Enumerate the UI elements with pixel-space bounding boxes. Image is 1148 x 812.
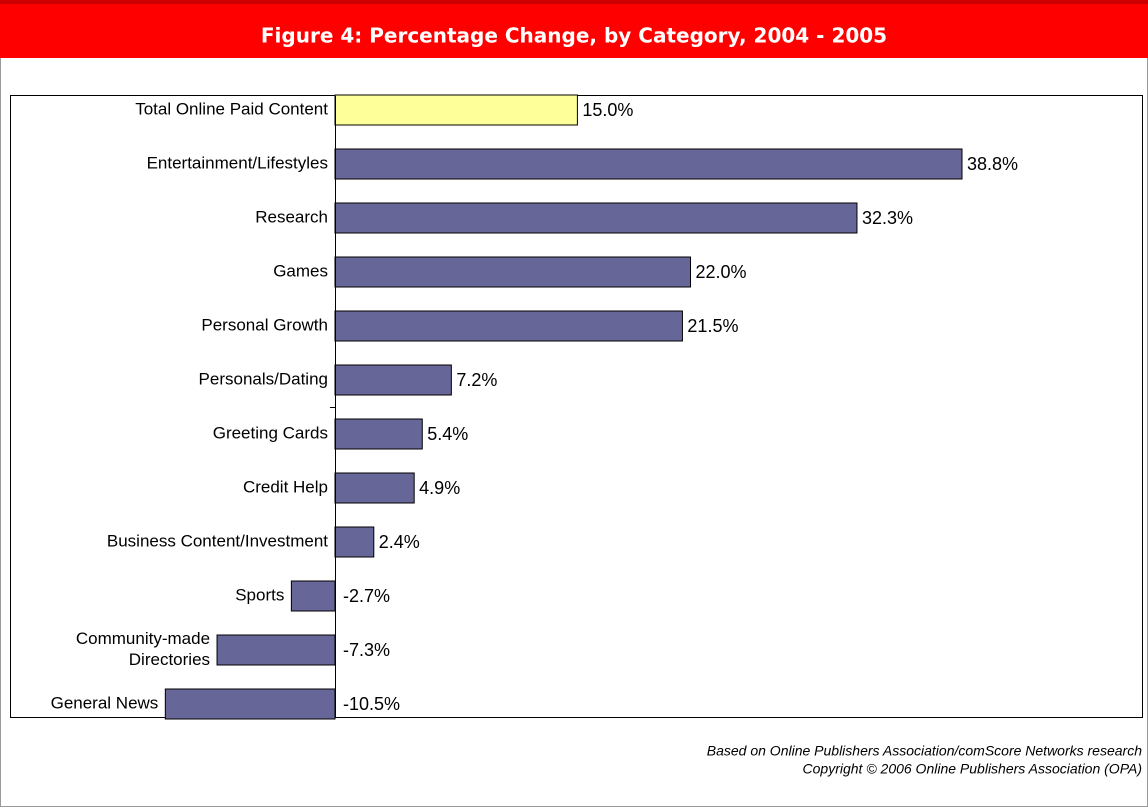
category-label: Credit Help — [243, 477, 328, 496]
bar — [334, 202, 858, 234]
category-label: Entertainment/Lifestyles — [147, 153, 328, 172]
value-label: 7.2% — [456, 370, 497, 390]
category-label: Personals/Dating — [199, 369, 328, 388]
value-label: -2.7% — [343, 586, 390, 606]
bar — [334, 256, 692, 288]
value-label: 5.4% — [427, 424, 468, 444]
value-label: 4.9% — [419, 478, 460, 498]
value-label: 32.3% — [862, 208, 913, 228]
value-label: 15.0% — [582, 100, 633, 120]
bar — [334, 148, 963, 180]
category-label: Total Online Paid Content — [135, 99, 328, 118]
source-note: Based on Online Publishers Association/c… — [707, 743, 1142, 759]
value-label: 22.0% — [696, 262, 747, 282]
bar — [334, 364, 452, 396]
plot-frame — [10, 95, 1143, 718]
category-label: Personal Growth — [201, 315, 328, 334]
category-label: Research — [255, 207, 328, 226]
bar — [334, 472, 415, 504]
copyright-note: Copyright © 2006 Online Publishers Assoc… — [803, 761, 1142, 777]
bar — [164, 688, 336, 720]
category-label: Business Content/Investment — [107, 531, 328, 550]
value-label: 2.4% — [379, 532, 420, 552]
category-label: General News — [51, 693, 159, 712]
bar — [334, 526, 375, 558]
category-label-line: Community-made — [76, 629, 210, 648]
bar — [334, 418, 423, 450]
category-label: Sports — [235, 585, 284, 604]
category-label: Community-made Directories — [76, 629, 210, 669]
value-label: 38.8% — [967, 154, 1018, 174]
header-edge — [0, 0, 1148, 4]
value-label: -7.3% — [343, 640, 390, 660]
value-label: -10.5% — [343, 694, 400, 714]
category-label-line: Directories — [129, 650, 210, 669]
value-label: 21.5% — [687, 316, 738, 336]
bar — [334, 310, 683, 342]
category-label: Games — [273, 261, 328, 280]
bar — [216, 634, 336, 666]
chart-title: Figure 4: Percentage Change, by Category… — [261, 24, 887, 48]
category-label: Greeting Cards — [213, 423, 328, 442]
bar — [334, 94, 578, 126]
header-bar — [0, 0, 1148, 58]
bar — [290, 580, 336, 612]
